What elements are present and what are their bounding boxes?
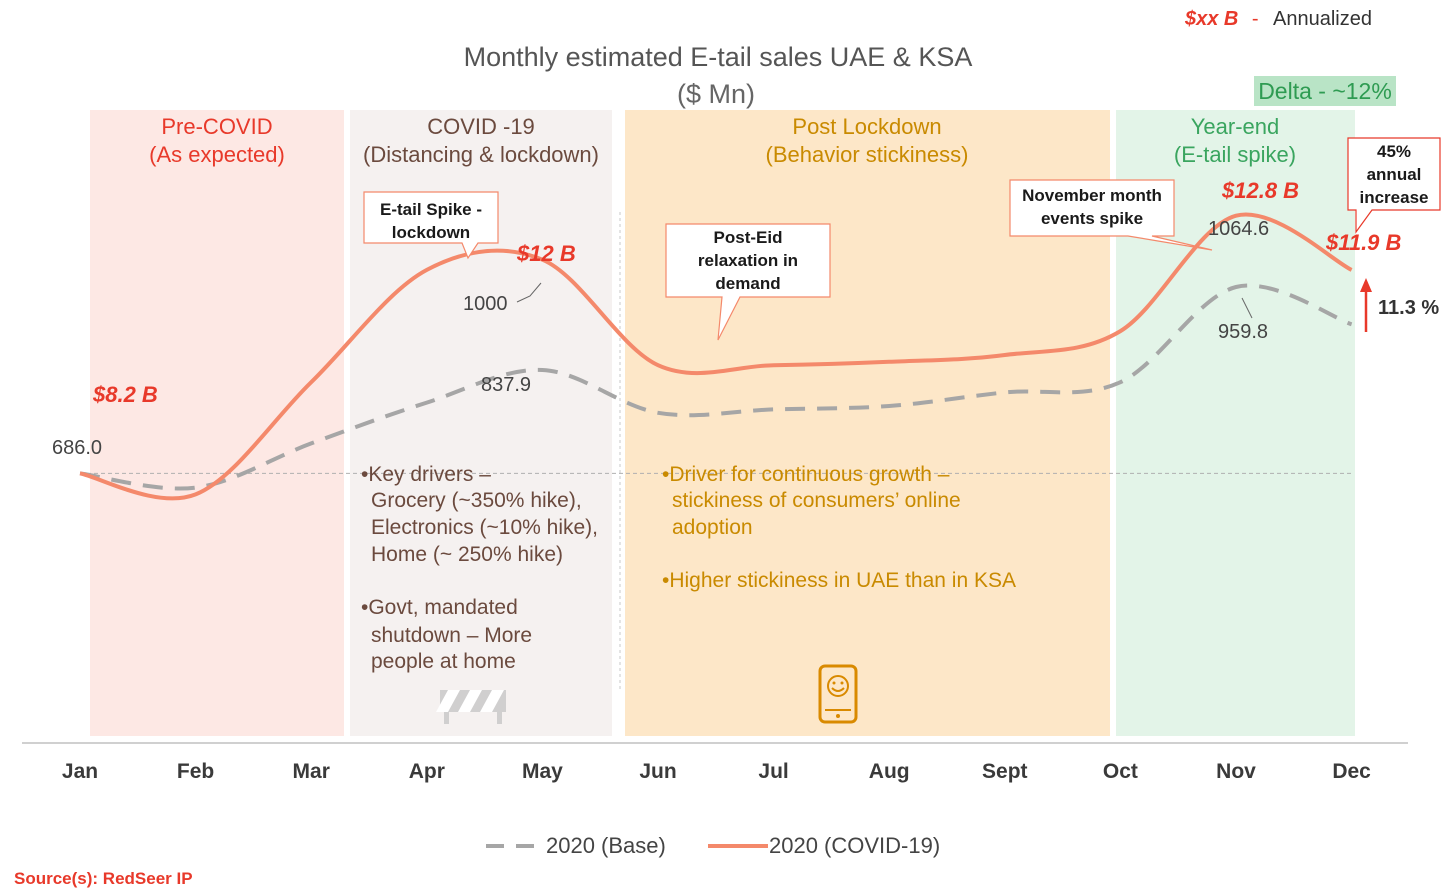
value-label-nov-covid: 1064.6 bbox=[1208, 218, 1269, 240]
x-tick-label-sept: Sept bbox=[982, 760, 1028, 783]
post-bullet-1: •Driver for continuous growth – bbox=[662, 463, 950, 486]
phase-title-covid: COVID -19 bbox=[427, 114, 535, 139]
value-label-jan: 686.0 bbox=[52, 437, 102, 459]
annualized-key: $xx B bbox=[1184, 8, 1238, 30]
callout-spike-box bbox=[363, 191, 499, 260]
phase-title-pre-covid: Pre-COVID bbox=[161, 114, 272, 139]
series-line-base bbox=[79, 283, 1353, 491]
x-tick-label-oct: Oct bbox=[1103, 760, 1138, 783]
callout-posteid-line1: Post-Eid bbox=[714, 228, 783, 247]
callout-increase-box bbox=[1347, 137, 1441, 234]
callout-increase-line2: annual bbox=[1367, 165, 1422, 184]
annualized-label: Annualized bbox=[1273, 8, 1372, 30]
post-bullet-4: •Higher stickiness in UAE than in KSA bbox=[662, 569, 1016, 592]
callout-november-box bbox=[1009, 179, 1213, 251]
phase-subtitle-covid: (Distancing & lockdown) bbox=[363, 142, 599, 167]
leader-nov-base bbox=[1241, 297, 1253, 319]
leader-apr bbox=[516, 282, 542, 303]
covid-bullet-6: shutdown – More bbox=[371, 624, 532, 647]
x-tick-label-jun: Jun bbox=[639, 760, 676, 783]
annualized-apr: $12 B bbox=[516, 241, 576, 266]
covid-bullets: •Key drivers – Grocery (~350% hike), Ele… bbox=[361, 463, 598, 673]
phase-subtitle-year-end: (E-tail spike) bbox=[1174, 142, 1296, 167]
covid-bullet-2: Grocery (~350% hike), bbox=[371, 489, 582, 512]
x-axis-labels: Jan Feb Mar Apr May Jun Jul Aug Sept Oct Nov Dec bbox=[62, 760, 1371, 783]
x-tick-label-may: May bbox=[522, 760, 563, 783]
delta-badge-bg bbox=[1254, 76, 1396, 106]
covid-bullet-5: •Govt, mandated bbox=[361, 596, 518, 619]
legend-label-base: 2020 (Base) bbox=[546, 833, 666, 858]
value-label-may: 837.9 bbox=[481, 374, 531, 396]
x-tick-label-feb: Feb bbox=[177, 760, 214, 783]
phase-bg-pre-covid bbox=[90, 110, 344, 736]
x-tick-label-mar: Mar bbox=[293, 760, 330, 783]
callout-posteid-line3: demand bbox=[715, 274, 780, 293]
x-tick-label-aug: Aug bbox=[869, 760, 910, 783]
source-note: Source(s): RedSeer IP bbox=[14, 869, 193, 888]
smartphone-icon bbox=[818, 664, 858, 724]
series-line-covid bbox=[79, 212, 1353, 501]
x-tick-label-jan: Jan bbox=[62, 760, 98, 783]
callout-spike-line1: E-tail Spike - bbox=[380, 200, 482, 219]
chart-title: Monthly estimated E-tail sales UAE & KSA bbox=[464, 42, 973, 72]
x-tick-label-dec: Dec bbox=[1332, 760, 1371, 783]
annualized-sep: - bbox=[1252, 8, 1259, 30]
legend-label-covid: 2020 (COVID-19) bbox=[769, 833, 940, 858]
value-label-apr: 1000 bbox=[463, 293, 508, 315]
chart-subtitle: ($ Mn) bbox=[677, 79, 755, 109]
callout-posteid-box bbox=[665, 223, 831, 341]
growth-label: 11.3 % bbox=[1378, 297, 1439, 319]
covid-bullet-3: Electronics (~10% hike), bbox=[371, 516, 598, 539]
phase-title-post-lockdown: Post Lockdown bbox=[792, 114, 941, 139]
phase-subtitle-post-lockdown: (Behavior stickiness) bbox=[766, 142, 969, 167]
road-barrier-icon bbox=[436, 690, 506, 724]
x-tick-label-jul: Jul bbox=[758, 760, 788, 783]
value-label-nov-base: 959.8 bbox=[1218, 321, 1268, 343]
x-tick-label-nov: Nov bbox=[1216, 760, 1256, 783]
growth-arrow-icon bbox=[1360, 278, 1372, 292]
phase-subtitle-pre-covid: (As expected) bbox=[149, 142, 285, 167]
phase-title-year-end: Year-end bbox=[1191, 114, 1279, 139]
callout-november-line1: November month bbox=[1022, 186, 1162, 205]
callout-increase-line3: increase bbox=[1360, 188, 1429, 207]
callout-increase-line1: 45% bbox=[1377, 142, 1411, 161]
annualized-nov: $12.8 B bbox=[1221, 178, 1299, 203]
covid-bullet-7: people at home bbox=[371, 650, 516, 673]
covid-bullet-1: •Key drivers – bbox=[361, 463, 491, 486]
post-bullet-3: adoption bbox=[672, 516, 753, 539]
callout-november-line2: events spike bbox=[1041, 209, 1143, 228]
annualized-dec: $11.9 B bbox=[1325, 230, 1402, 255]
annualized-legend: $xx B - Annualized bbox=[1184, 8, 1372, 30]
post-bullet-2: stickiness of consumers’ online bbox=[672, 489, 961, 512]
delta-badge: Delta - ~12% bbox=[1258, 78, 1392, 104]
callout-spike-line2: lockdown bbox=[392, 223, 470, 242]
covid-bullet-4: Home (~ 250% hike) bbox=[371, 543, 563, 566]
annualized-jan: $8.2 B bbox=[92, 382, 158, 407]
callout-posteid-line2: relaxation in bbox=[698, 251, 798, 270]
x-tick-label-apr: Apr bbox=[409, 760, 445, 783]
